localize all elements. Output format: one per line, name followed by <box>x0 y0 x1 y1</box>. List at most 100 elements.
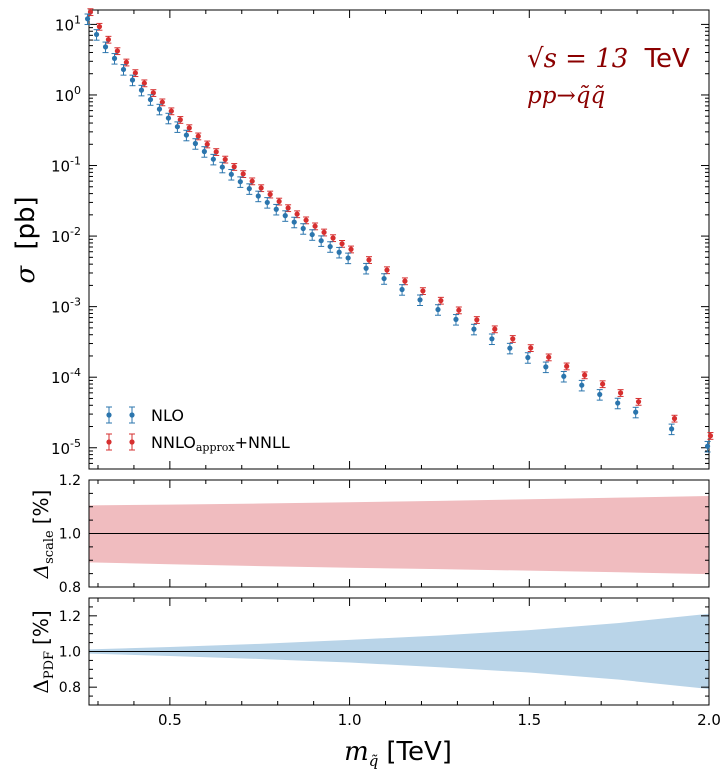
nnlo-data-point <box>141 80 147 86</box>
annotation-sqrt-s: √s = 13 <box>527 44 628 74</box>
scale-y-ticks: 0.8 1.0 1.2 <box>59 473 709 596</box>
main-y-axis-title: σ [pb] <box>11 196 41 283</box>
nlo-data-point <box>147 96 154 103</box>
nlo-data-point <box>165 115 172 121</box>
nnlo-data-point <box>258 185 264 191</box>
nlo-data-point <box>237 179 243 185</box>
scale-ratio-panel: 0.8 1.0 1.2 Δscale [%] <box>29 473 710 596</box>
scale-y-symbol: Δ <box>29 564 53 579</box>
nnlo-data-point <box>213 149 219 155</box>
nlo-data-point <box>579 382 585 388</box>
scale-y-sub: scale <box>42 530 57 564</box>
nnlo-data-point <box>635 399 642 405</box>
nnlo-data-point <box>339 241 345 247</box>
nlo-data-point <box>201 148 207 155</box>
scale-y-axis-title: Δscale [%] <box>29 490 57 580</box>
main-x-ticks <box>97 10 710 469</box>
nlo-data-point <box>489 336 495 342</box>
nlo-data-point <box>102 44 109 50</box>
tick-base: 10 <box>55 87 74 105</box>
tick-exponent: -5 <box>70 437 81 450</box>
nnlo-data-point <box>231 164 237 170</box>
scale-y-unit: [%] <box>29 490 53 525</box>
nlo-data-point <box>192 140 198 147</box>
nnlo-data-point <box>384 267 390 273</box>
nlo-data-point <box>543 364 549 370</box>
tick-exponent: -3 <box>70 296 81 309</box>
pdf-y-tick-label: 1.2 <box>59 609 81 625</box>
svg-text:σ [pb]: σ [pb] <box>11 196 41 283</box>
svg-text:mq̃[TeV]: mq̃ [TeV] <box>344 737 452 770</box>
nlo-data-point <box>156 106 163 112</box>
nlo-data-point <box>471 326 477 332</box>
pdf-x-ticks: 0.5 1.0 1.5 2.0 <box>97 598 721 729</box>
nnlo-data-point <box>177 117 183 123</box>
nlo-data-point <box>615 400 621 406</box>
nnlo-data-point <box>114 48 120 54</box>
nlo-data-point <box>246 186 252 192</box>
x-axis-symbol: m <box>344 737 369 767</box>
nnlo-data-point <box>159 99 165 105</box>
nnlo-data-point <box>600 381 606 387</box>
annotation-unit: TeV <box>644 44 690 74</box>
nnlo-data-point <box>348 246 354 252</box>
pdf-ratio-panel: 0.8 1.0 1.2 0.5 1.0 1.5 2.0 ΔPDF [%] mq̃ [TeV] <box>29 597 721 770</box>
nnlo-data-point <box>438 297 444 304</box>
pdf-y-sub: PDF <box>42 651 57 679</box>
pdf-y-symbol: Δ <box>29 679 53 693</box>
main-y-tick-label: 10-3 <box>51 296 81 317</box>
tick-exponent: -1 <box>70 155 81 168</box>
legend-label-nnlo: NNLOapprox+NNLL <box>151 433 290 454</box>
svg-text:√s = 13 TeV: √s = 13 TeV <box>527 44 690 74</box>
legend-entry-nlo: NLO <box>106 406 184 425</box>
main-y-tick-label: 10-2 <box>51 225 81 246</box>
tick-exponent: 1 <box>74 13 81 26</box>
nlo-data-point <box>435 306 441 313</box>
pdf-y-tick-label: 0.8 <box>59 680 81 696</box>
nnlo-data-point <box>312 223 318 229</box>
nnlo-legend-point <box>129 439 135 445</box>
legend-entry-nnlo: NNLOapprox+NNLL <box>106 433 290 454</box>
nlo-data-point <box>300 225 306 232</box>
main-y-tick-label: 10-1 <box>51 155 81 176</box>
nlo-data-point <box>291 219 297 225</box>
nlo-data-point <box>219 164 225 170</box>
nlo-data-point <box>363 265 369 271</box>
nnlo-data-point <box>528 345 534 351</box>
legend-marker-nnlo <box>106 433 135 451</box>
x-axis-unit: [TeV] <box>386 737 452 767</box>
svg-text:ΔPDF[%]: ΔPDF [%] <box>29 610 57 693</box>
nnlo-data-point <box>285 205 291 211</box>
nnlo-data-point <box>195 133 201 139</box>
nlo-data-point <box>507 345 513 351</box>
nlo-data-point <box>399 286 405 293</box>
tick-exponent: -2 <box>70 225 81 238</box>
nnlo-data-point <box>150 90 156 96</box>
x-tick-label: 1.0 <box>338 711 362 729</box>
main-y-tick-label: 101 <box>55 13 81 34</box>
nnlo-data-point <box>402 278 408 284</box>
nlo-data-point <box>525 354 531 361</box>
nlo-data-point <box>228 171 234 177</box>
nlo-data-point <box>417 297 423 303</box>
nlo-data-point <box>210 156 216 162</box>
nnlo-data-point <box>87 9 94 15</box>
x-axis-title: mq̃ [TeV] <box>344 737 452 770</box>
main-y-tick-label: 10-4 <box>51 366 81 387</box>
pdf-y-unit: [%] <box>29 610 53 645</box>
nlo-data-point <box>327 243 333 250</box>
legend-marker-nlo <box>106 406 135 424</box>
y-axis-unit: [pb] <box>11 196 41 249</box>
nlo-data-point <box>561 373 567 379</box>
svg-text:Δscale[%]: Δscale [%] <box>29 490 57 580</box>
nlo-data-point <box>453 316 459 322</box>
scale-y-tick-label: 1.0 <box>59 527 81 543</box>
nnlo-data-point <box>456 307 462 313</box>
legend-label-nnlo-suffix: +NNLL <box>235 433 290 452</box>
pdf-y-axis-title: ΔPDF [%] <box>29 610 57 693</box>
x-tick-label: 1.5 <box>517 711 541 729</box>
nlo-data-point <box>633 409 639 415</box>
tick-base: 10 <box>51 228 70 246</box>
